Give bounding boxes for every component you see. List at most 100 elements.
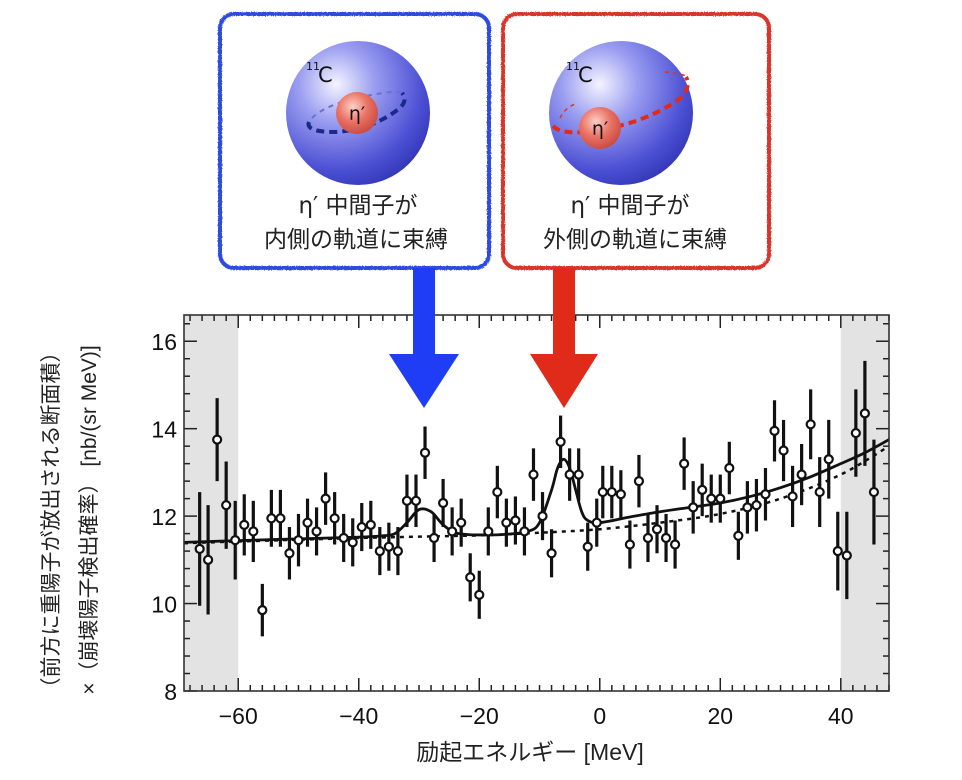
data-point	[769, 425, 780, 436]
data-point	[203, 554, 214, 565]
data-point	[733, 530, 744, 541]
data-point	[805, 419, 816, 430]
data-point	[624, 539, 635, 550]
x-tick-label: 0	[593, 703, 606, 729]
data-point	[841, 550, 852, 561]
arrow-inner-orbit	[389, 268, 459, 408]
data-point	[474, 589, 485, 600]
data-point	[868, 486, 880, 498]
meson-label: η′	[592, 118, 608, 140]
data-point	[383, 541, 394, 552]
x-tick-label: 20	[707, 703, 733, 729]
data-point	[669, 539, 681, 550]
data-point	[401, 495, 413, 506]
data-point	[248, 526, 259, 537]
data-point	[582, 541, 593, 552]
data-point	[311, 526, 322, 537]
nucleus-mass: 11	[566, 60, 580, 73]
data-point	[338, 532, 349, 544]
nucleus-symbol: C	[578, 63, 593, 87]
data-point	[597, 486, 608, 498]
orbit-back-icon	[311, 90, 406, 119]
data-point	[688, 502, 699, 513]
y-tick-label: 16	[151, 329, 177, 355]
data-point	[633, 476, 645, 487]
fit-curve	[183, 438, 890, 544]
y-axis-label-line1: （前方に重陽子が放出される断面積）	[40, 342, 63, 699]
data-point	[419, 447, 431, 458]
x-tick-label: −20	[460, 703, 499, 729]
data-point	[483, 526, 494, 537]
data-point	[275, 513, 286, 524]
data-point	[194, 543, 205, 555]
data-point	[796, 469, 807, 480]
x-tick-label: −40	[339, 703, 378, 729]
panel-caption-line1: η′ 中間子が	[298, 193, 417, 219]
data-point	[284, 548, 295, 559]
arrow-shaft	[553, 268, 575, 354]
data-point	[859, 408, 870, 419]
data-point	[778, 445, 789, 456]
data-point	[742, 502, 753, 513]
data-point	[564, 469, 575, 480]
data-point	[706, 493, 717, 504]
data-point	[697, 484, 708, 495]
meson-label: η′	[349, 103, 365, 125]
x-tick-label: −60	[219, 703, 258, 729]
data-point	[347, 537, 358, 548]
arrow-shaft	[413, 268, 435, 354]
data-point	[814, 486, 825, 498]
orbit-front-icon	[551, 76, 690, 135]
data-point	[546, 548, 557, 559]
data-point	[528, 469, 539, 480]
data-point	[410, 495, 422, 506]
data-point	[787, 491, 798, 502]
data-point	[679, 458, 690, 469]
nucleus-mass: 11	[306, 60, 320, 73]
y-tick-label: 14	[151, 417, 177, 443]
data-point	[832, 545, 843, 557]
x-tick-label: 40	[828, 703, 854, 729]
data-point	[501, 517, 512, 528]
panel-outer-orbit: η′ 11 C η′ 中間子が 外側の軌道に束縛	[501, 12, 771, 270]
data-point	[760, 489, 771, 500]
data-point	[660, 532, 672, 544]
data-point	[510, 515, 521, 526]
panel-border	[218, 12, 491, 270]
y-tick-label: 8	[164, 679, 177, 705]
data-point	[438, 497, 449, 509]
data-point	[212, 434, 223, 445]
data-point	[850, 427, 861, 439]
y-tick-label: 12	[151, 504, 177, 530]
data-point	[456, 517, 467, 528]
data-point	[392, 545, 404, 557]
data-point	[751, 500, 762, 511]
data-point	[537, 511, 548, 522]
meson-sphere	[579, 107, 621, 149]
data-point	[715, 493, 726, 504]
data-point	[221, 500, 232, 511]
data-point	[230, 535, 241, 546]
data-point	[555, 436, 566, 447]
data-point	[428, 532, 440, 544]
data-point	[642, 532, 654, 544]
data-point	[239, 519, 250, 530]
data-point	[266, 513, 277, 524]
meson-sphere	[336, 92, 378, 134]
data-point	[302, 517, 313, 528]
y-axis-label-line2: ×（崩壊陽子検出確率） [nb/(sr MeV)]	[78, 345, 101, 694]
data-point	[356, 521, 367, 533]
data-point	[573, 469, 584, 480]
panel-inner-orbit: η′ 11 C η′ 中間子が 内側の軌道に束縛	[218, 12, 491, 270]
data-point	[823, 454, 834, 465]
data-point	[365, 519, 376, 530]
data-point	[591, 517, 602, 528]
data-point	[374, 545, 385, 557]
panel-caption-line2: 内側の軌道に束縛	[264, 227, 448, 253]
data-point	[293, 535, 304, 546]
data-point	[492, 486, 503, 498]
plot-frame	[183, 314, 890, 692]
plot-area: −60 −40 −20 0 20 40 8 10 12 14 16	[151, 314, 890, 729]
arrow-head	[389, 354, 459, 408]
data-point	[257, 605, 268, 616]
